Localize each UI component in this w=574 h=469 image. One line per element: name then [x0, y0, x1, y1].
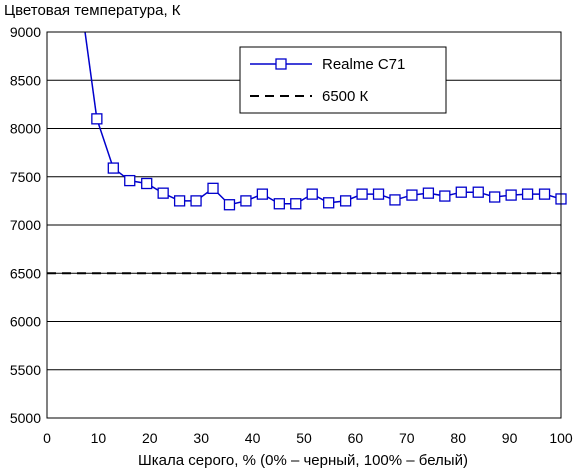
- x-tick-label: 0: [43, 430, 51, 446]
- data-point: [157, 187, 169, 199]
- x-tick-label: 80: [450, 430, 466, 446]
- x-tick-label: 90: [502, 430, 518, 446]
- data-point: [306, 188, 318, 200]
- y-tick-label: 9000: [10, 24, 41, 40]
- y-axis-title: Цветовая температура, К: [4, 2, 181, 19]
- legend: Realme C71 6500 К: [239, 46, 447, 114]
- x-tick-label: 50: [296, 430, 312, 446]
- y-tick-label: 8000: [10, 121, 41, 137]
- data-point: [190, 195, 202, 207]
- data-point: [439, 190, 451, 202]
- data-point: [290, 198, 302, 210]
- data-point: [339, 195, 352, 207]
- data-point: [422, 187, 435, 199]
- data-point: [207, 182, 219, 194]
- y-tick-label: 7000: [10, 217, 41, 233]
- x-tick-label: 70: [399, 430, 415, 446]
- y-tick-label: 6000: [10, 314, 41, 330]
- y-tick-label: 5500: [10, 362, 41, 378]
- x-tick-labels: 0 10 20 30 40 50 60 70 80 90 100: [43, 430, 573, 446]
- series-line-lead-in: [84, 31, 98, 119]
- data-point: [406, 189, 418, 201]
- data-point: [356, 188, 368, 200]
- series-realme-c71: [84, 31, 567, 211]
- data-point: [372, 188, 385, 200]
- legend-label-6500: 6500 К: [322, 88, 369, 105]
- plot-area-frame: [46, 31, 562, 419]
- legend-label-realme: Realme C71: [322, 56, 405, 73]
- data-point: [173, 195, 186, 207]
- data-point: [223, 199, 236, 211]
- y-tick-labels: 5000 5500 6000 6500 7000 7500 8000 8500 9000: [10, 24, 41, 426]
- data-point: [389, 194, 401, 206]
- data-point: [505, 189, 517, 201]
- x-tick-label: 40: [245, 430, 261, 446]
- y-tick-label: 7500: [10, 169, 41, 185]
- legend-box: [239, 46, 447, 114]
- y-tick-label: 6500: [10, 265, 41, 281]
- data-point: [323, 197, 335, 209]
- data-point: [455, 186, 467, 198]
- data-point: [124, 174, 136, 187]
- x-tick-label: 10: [91, 430, 107, 446]
- data-point: [273, 198, 285, 210]
- x-tick-label: 60: [348, 430, 364, 446]
- y-tick-label: 5000: [10, 410, 41, 426]
- x-tick-label: 100: [549, 430, 573, 446]
- data-point: [256, 188, 269, 200]
- x-tick-label: 20: [142, 430, 158, 446]
- legend-marker-realme: [275, 58, 287, 70]
- data-point: [538, 188, 551, 200]
- data-point: [240, 195, 252, 207]
- x-axis-title: Шкала серого, % (0% – черный, 100% – бел…: [138, 452, 468, 469]
- y-tick-label: 8500: [10, 72, 41, 88]
- x-tick-label: 30: [193, 430, 209, 446]
- data-point: [91, 113, 103, 125]
- data-point: [521, 188, 534, 200]
- data-point: [472, 186, 484, 198]
- data-point: [141, 177, 153, 190]
- data-point: [489, 191, 501, 203]
- data-point: [107, 162, 119, 174]
